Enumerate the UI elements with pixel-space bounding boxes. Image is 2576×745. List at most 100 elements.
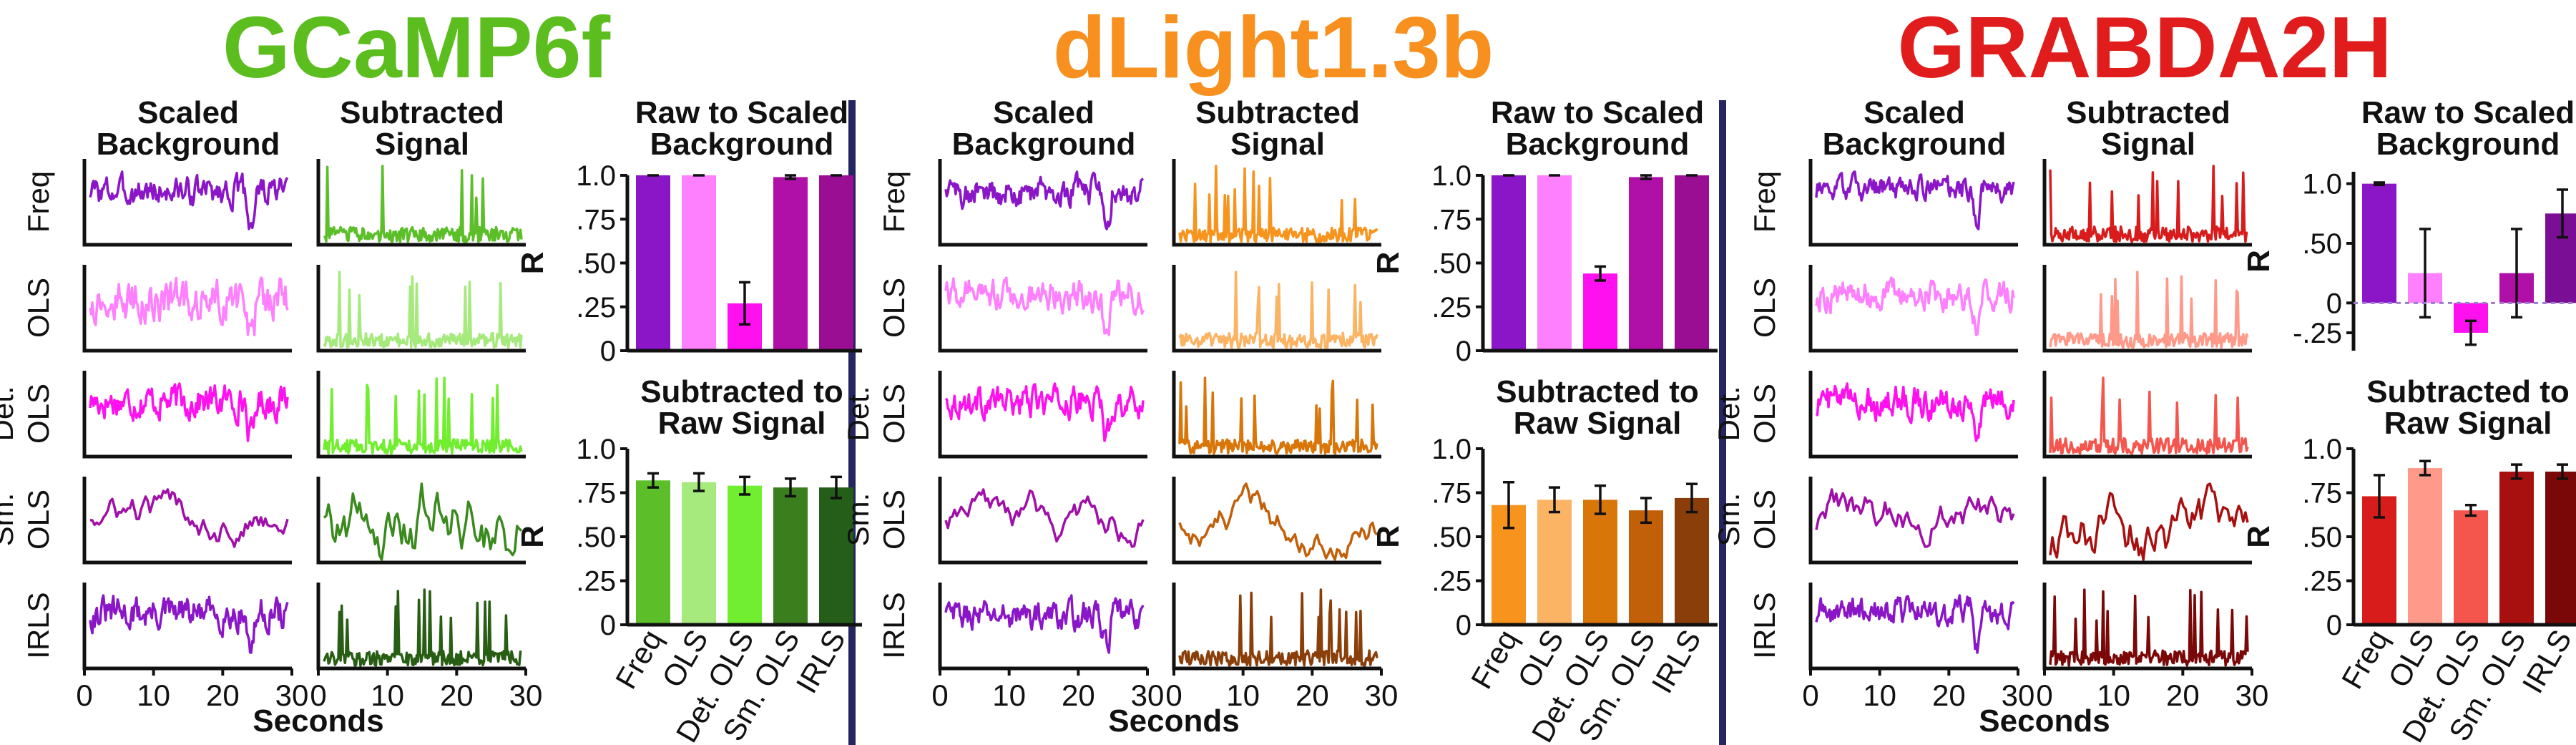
x-tick-label: 30 [2002, 678, 2035, 712]
row-label: IRLS [21, 592, 55, 658]
trace-axes [316, 477, 526, 565]
trace-axes [1172, 265, 1381, 353]
bar [1675, 497, 1709, 625]
x-tick-label: 0 [931, 678, 948, 712]
trace-axes [2042, 159, 2252, 247]
bar [2545, 471, 2576, 625]
x-tick-label: 10 [992, 678, 1026, 712]
trace-column-title: Signal [2101, 127, 2195, 162]
category-label: Freq [1464, 624, 1524, 694]
trace-line [89, 170, 289, 230]
trace-line [89, 594, 289, 654]
y-tick-label: .25 [1431, 292, 1471, 323]
panel-title: dLight1.3b [1053, 0, 1494, 96]
y-tick-label: 1.0 [2302, 434, 2342, 465]
panel-title: GCaMP6f [222, 0, 611, 96]
x-tick-label: 20 [1932, 678, 1966, 712]
trace-axes [1808, 371, 2018, 459]
y-tick-label: 0 [2326, 610, 2342, 641]
trace-line [1178, 482, 1378, 561]
trace-column-title: Background [1823, 127, 2007, 162]
bar-chart-title: Background [650, 127, 834, 162]
bar [636, 175, 670, 351]
row-label: Det. [0, 386, 19, 441]
trace-line [323, 376, 523, 455]
bar-chart-title: Subtracted to [1496, 374, 1699, 409]
y-tick-label: .75 [1431, 478, 1471, 510]
trace-axes [1808, 477, 2018, 565]
bar [773, 487, 808, 625]
row-label: OLS [877, 490, 911, 550]
bar-chart-title: Raw Signal [658, 406, 826, 441]
x-tick-label: 30 [275, 678, 309, 712]
x-tick-label: 30 [509, 678, 543, 712]
y-tick-label: 1.0 [1431, 434, 1471, 465]
y-tick-label: .25 [2302, 566, 2342, 598]
trace-column-title: Subtracted [340, 95, 504, 130]
trace-line [2049, 482, 2249, 561]
trace-line [1815, 276, 2015, 336]
y-tick-label: .75 [576, 478, 616, 510]
y-tick-label: .75 [1431, 204, 1471, 235]
row-label: OLS [21, 384, 55, 444]
bar-chart-title: Subtracted to [2366, 374, 2570, 409]
y-axis-label: R [2241, 250, 2276, 273]
trace-line [89, 276, 289, 336]
trace-axes [2042, 371, 2252, 459]
bar-chart-title: Raw Signal [1514, 406, 1682, 441]
panel-separator [848, 100, 856, 745]
bar [2545, 213, 2576, 303]
bar [2454, 510, 2488, 625]
y-tick-label: 0 [600, 610, 616, 641]
trace-line [323, 482, 523, 561]
trace-axes [938, 159, 1147, 247]
y-tick-label: 0 [1456, 336, 1471, 367]
x-axis-label: Seconds [1108, 703, 1239, 739]
trace-line [323, 271, 523, 349]
trace-axes [1808, 159, 2018, 247]
trace-line [1815, 382, 2015, 442]
trace-axes [1808, 265, 2018, 353]
trace-column-title: Background [952, 127, 1136, 162]
bar [1583, 273, 1617, 351]
trace-line [1178, 271, 1378, 349]
trace-line [1178, 376, 1378, 455]
trace-axes [316, 265, 526, 353]
y-tick-label: 0 [2326, 288, 2342, 319]
y-tick-label: .50 [1431, 248, 1471, 280]
bar [728, 485, 762, 625]
bar [2408, 468, 2442, 625]
bar [1629, 510, 1663, 625]
y-axis-label: R [1371, 525, 1406, 548]
panel-separator [1719, 100, 1726, 745]
trace-axes [1808, 583, 2018, 671]
trace-line [1178, 165, 1378, 243]
y-tick-label: .75 [576, 204, 616, 235]
category-label: Freq [2335, 624, 2395, 694]
bar-chart-title: Background [1506, 127, 1690, 162]
trace-axes [1172, 477, 1381, 565]
row-label: Det. [841, 386, 875, 441]
trace-line [1815, 594, 2015, 654]
trace-column-title: Subtracted [2066, 95, 2230, 130]
row-label: OLS [1748, 490, 1781, 550]
bar-chart-title: Raw Signal [2384, 406, 2552, 441]
y-tick-label: 1.0 [576, 160, 616, 192]
trace-line [2049, 271, 2249, 349]
bar [636, 480, 670, 625]
x-tick-label: 10 [1226, 678, 1260, 712]
trace-column-title: Background [97, 127, 280, 162]
trace-column-title: Subtracted [1195, 95, 1360, 130]
bar [2362, 183, 2396, 303]
trace-line [944, 488, 1145, 548]
x-tick-label: 0 [2036, 678, 2052, 712]
x-tick-label: 10 [137, 678, 170, 712]
y-tick-label: 1.0 [1431, 160, 1471, 192]
trace-axes [316, 371, 526, 459]
